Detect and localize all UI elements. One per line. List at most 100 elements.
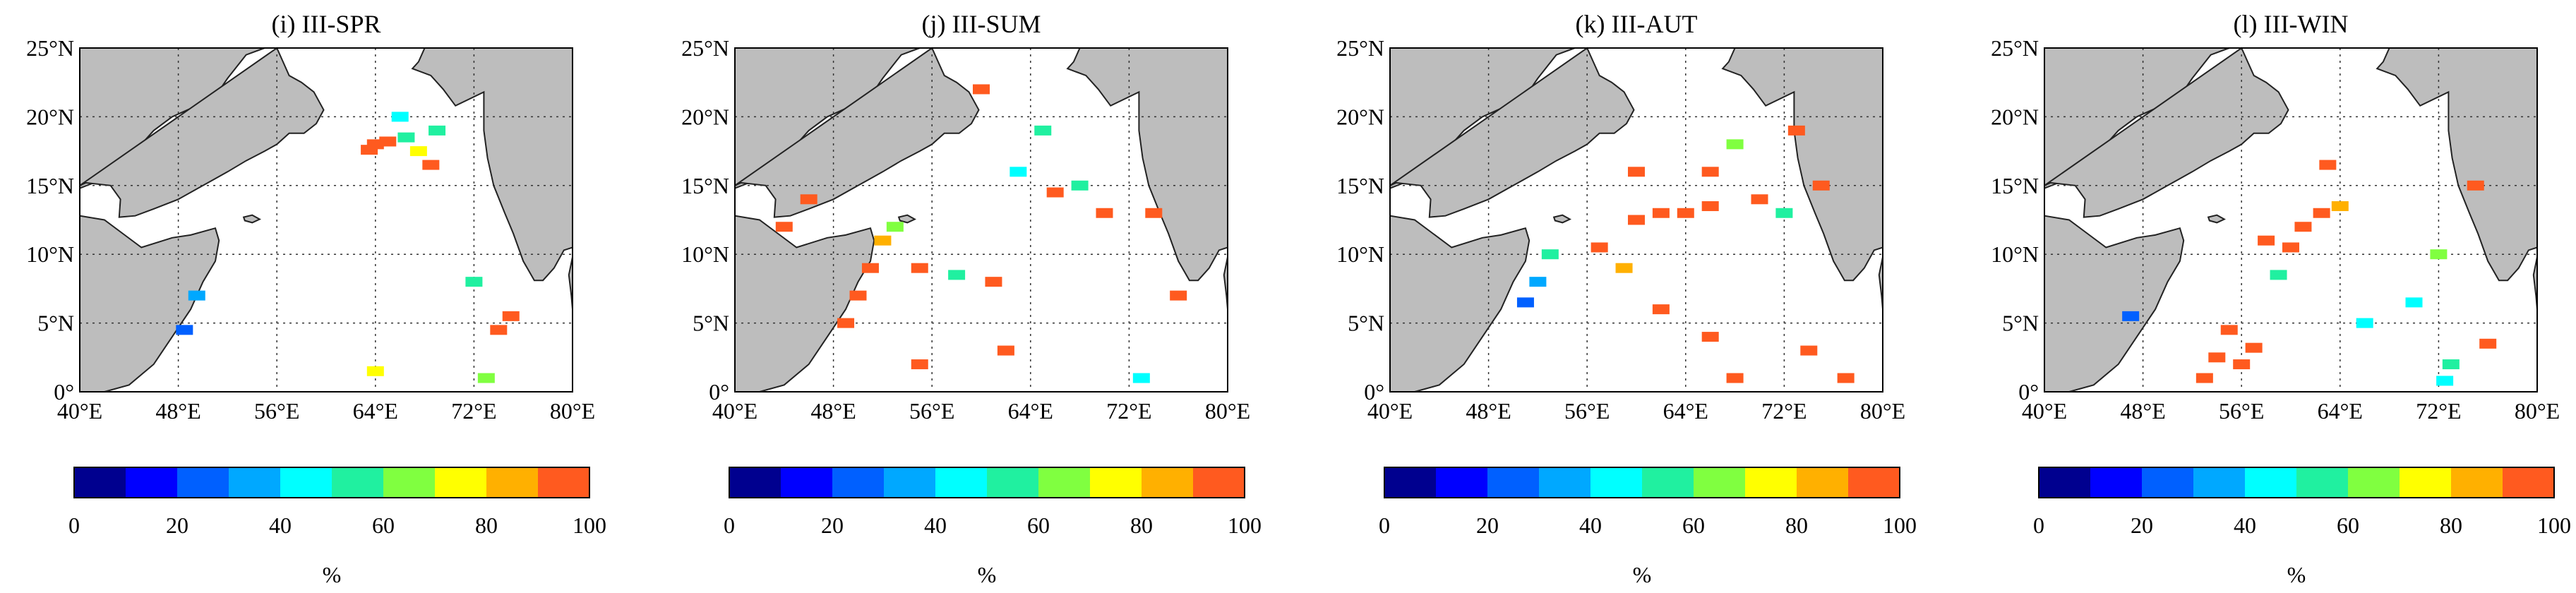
colorbar-tick-label: 40 — [924, 513, 947, 538]
colorbar-tick-label: 20 — [821, 513, 844, 538]
data-cell — [1800, 345, 1818, 356]
axes-frame — [2044, 47, 2538, 393]
data-cell — [1132, 373, 1150, 383]
panel-title: (k) III-AUT — [1576, 10, 1698, 38]
y-tick-label: 20°N — [1336, 104, 1384, 129]
colorbar-tick-label: 80 — [1130, 513, 1153, 538]
colorbar-segment — [1797, 467, 1849, 498]
data-cell — [2282, 242, 2299, 253]
colorbar-tick-label: 0 — [2033, 513, 2044, 538]
data-cell — [490, 325, 508, 335]
island-socotra — [2207, 214, 2227, 224]
colorbar-tick-label: 80 — [475, 513, 498, 538]
data-cell — [1701, 167, 1719, 177]
data-cell — [861, 263, 879, 273]
data-cell — [874, 235, 892, 246]
y-tick-label: 20°N — [1991, 104, 2039, 129]
colorbar-segment — [538, 467, 590, 498]
data-cell — [2467, 180, 2484, 191]
colorbar-tick-label: 20 — [166, 513, 188, 538]
data-cell — [1590, 242, 1608, 253]
island-socotra — [897, 214, 917, 224]
data-cell — [1516, 297, 1534, 308]
y-tick-label: 25°N — [1336, 35, 1384, 61]
x-tick-label: 72°E — [2416, 398, 2461, 424]
colorbar-segment — [1193, 467, 1245, 498]
land-arabia — [734, 47, 980, 218]
data-cell — [2405, 297, 2423, 308]
data-cell — [366, 366, 384, 376]
colorbar-unit-label: % — [1633, 562, 1652, 587]
colorbar-segment — [2348, 467, 2400, 498]
data-cell — [1677, 208, 1694, 218]
colorbar-segment — [1487, 467, 1540, 498]
colorbar-segment — [781, 467, 833, 498]
y-tick-label: 15°N — [26, 173, 74, 198]
colorbar-segment — [280, 467, 333, 498]
data-cell — [2356, 318, 2373, 328]
land-arabia — [1389, 47, 1635, 218]
data-cell — [911, 263, 928, 273]
colorbar-tick-label: 40 — [2234, 513, 2256, 538]
x-tick-label: 40°E — [2022, 398, 2067, 424]
data-cell — [502, 311, 520, 321]
colorbar-segment — [2142, 467, 2194, 498]
x-tick-label: 56°E — [909, 398, 954, 424]
data-cell — [1726, 139, 1744, 150]
x-tick-label: 64°E — [1008, 398, 1053, 424]
data-cell — [2331, 201, 2349, 212]
x-tick-label: 48°E — [155, 398, 200, 424]
colorbar-tick-label: 60 — [1682, 513, 1705, 538]
colorbar-segment — [2503, 467, 2555, 498]
data-cell — [775, 222, 793, 232]
data-cell — [2122, 311, 2140, 321]
data-cell — [2319, 160, 2337, 170]
x-tick-label: 40°E — [1367, 398, 1413, 424]
land-horn-of-africa — [79, 215, 220, 393]
data-cell — [1615, 263, 1633, 273]
y-tick-label: 10°N — [26, 241, 74, 267]
colorbar-segment — [1590, 467, 1643, 498]
y-tick-label: 25°N — [1991, 35, 2039, 61]
y-tick-label: 10°N — [681, 241, 729, 267]
axes-frame — [79, 47, 573, 393]
data-cell — [2270, 270, 2287, 280]
data-cell — [2442, 359, 2460, 370]
panel-1: (i) III-SPR 40°E 48°E 56°E 64°E 72°E 80°E 0° 5°N… — [26, 10, 606, 587]
x-tick-label: 48°E — [1466, 398, 1511, 424]
colorbar-segment — [229, 467, 281, 498]
data-cell — [1812, 180, 1830, 191]
y-tick-label: 0° — [1364, 379, 1384, 405]
x-tick-label: 80°E — [1205, 398, 1250, 424]
data-cell — [849, 290, 867, 301]
colorbar-segment — [729, 467, 781, 498]
y-tick-label: 10°N — [1991, 241, 2039, 267]
colorbar-segment — [2400, 467, 2452, 498]
land-arabia — [2044, 47, 2289, 218]
data-cell — [2436, 376, 2454, 386]
axes-frame — [1389, 47, 1883, 393]
colorbar-segment — [435, 467, 487, 498]
data-cell — [886, 222, 904, 232]
x-tick-label: 64°E — [2318, 398, 2363, 424]
data-cell — [1787, 125, 1805, 136]
colorbar-segment — [935, 467, 988, 498]
data-cell — [911, 359, 928, 370]
colorbar-tick-label: 20 — [1476, 513, 1499, 538]
panel-title: (i) III-SPR — [272, 10, 381, 38]
data-cell — [800, 194, 817, 205]
land-arabia — [79, 47, 325, 218]
data-cell — [1701, 201, 1719, 212]
colorbar-segment — [383, 467, 436, 498]
x-tick-label: 56°E — [2219, 398, 2264, 424]
colorbar-segment — [832, 467, 885, 498]
colorbar-tick-label: 0 — [1379, 513, 1390, 538]
colorbar-segment — [1090, 467, 1142, 498]
y-tick-label: 0° — [2018, 379, 2039, 405]
x-tick-label: 72°E — [1761, 398, 1807, 424]
colorbar-tick-label: 100 — [1883, 513, 1917, 538]
colorbar-segment — [1745, 467, 1797, 498]
data-cell — [1529, 277, 1547, 287]
data-cell — [2245, 342, 2263, 353]
colorbar-segment — [884, 467, 936, 498]
